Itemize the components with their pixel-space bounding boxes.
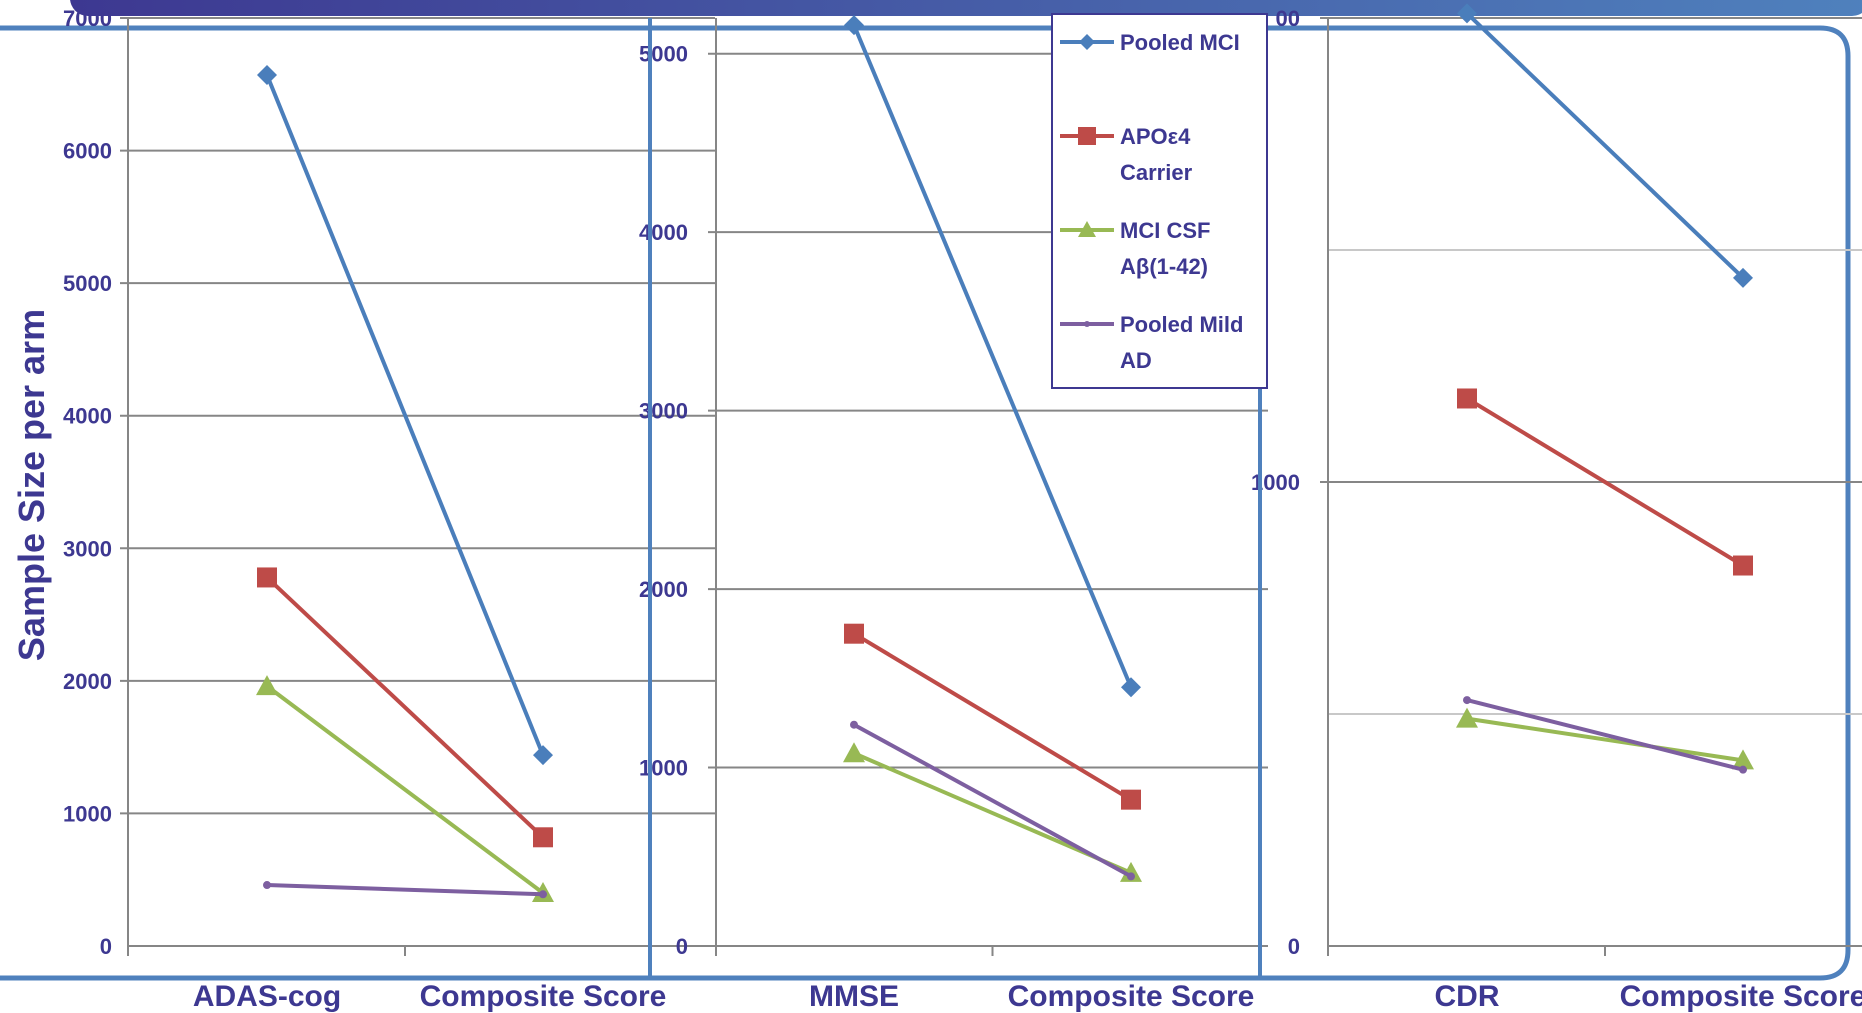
series-line-pooled_mci: [265, 74, 545, 756]
y-tick-label: 0: [676, 934, 688, 959]
y-tick-label: 4000: [639, 220, 688, 245]
data-point-diamond: [1121, 677, 1141, 698]
data-point-dot: [1127, 872, 1135, 881]
legend-marker-triangle: [1078, 221, 1096, 237]
legend-label: MCI CSF: [1120, 218, 1210, 243]
data-point-triangle: [1120, 861, 1142, 882]
legend-label: APOε4: [1120, 124, 1191, 149]
data-point-triangle: [843, 742, 865, 763]
y-tick-label: 5000: [639, 42, 688, 67]
legend-label: Carrier: [1120, 160, 1193, 185]
data-point-diamond: [1733, 267, 1753, 288]
x-category-label: ADAS-cog: [193, 980, 341, 1013]
y-tick-label: 1000: [63, 801, 112, 826]
legend-label: Pooled MCI: [1120, 30, 1240, 55]
y-tick-label: 2000: [63, 669, 112, 694]
y-tick-label: 0: [100, 934, 112, 959]
y-tick-label: 6000: [63, 139, 112, 164]
legend-marker-diamond: [1079, 34, 1095, 50]
x-category-label: Composite Score: [1008, 980, 1255, 1013]
data-point-square: [1121, 789, 1141, 810]
y-tick-label: 7000: [63, 6, 112, 31]
data-point-dot: [1739, 765, 1747, 774]
series-line-apoe4_carrier: [265, 575, 545, 839]
data-point-dot: [539, 890, 547, 899]
y-tick-label: 0: [1288, 934, 1300, 959]
x-category-label: MMSE: [809, 980, 899, 1013]
series-line-pooled_mci: [1465, 11, 1745, 280]
series-line-pooled_mild_ad: [1466, 698, 1744, 772]
slide-frame: [0, 25, 1851, 981]
series-line-mci_csf: [265, 684, 545, 895]
series-line-pooled_mild_ad: [853, 722, 1132, 879]
series-line-mci_csf: [1466, 716, 1744, 763]
x-category-label: CDR: [1435, 980, 1500, 1013]
legend: Pooled MCI APOε4 Carrier MCI CSF Aβ(1-42) Poo…: [1051, 13, 1268, 389]
data-point-square: [257, 567, 277, 588]
data-point-triangle: [256, 675, 278, 696]
series-line-apoe4_carrier: [1465, 396, 1745, 568]
data-point-diamond: [257, 65, 277, 86]
series-line-pooled_mild_ad: [266, 883, 544, 897]
data-point-dot: [1463, 696, 1471, 705]
legend-label: AD: [1120, 348, 1152, 373]
data-point-square: [844, 623, 864, 644]
y-tick-label: 2000: [639, 577, 688, 602]
data-point-diamond: [1457, 3, 1477, 24]
data-point-diamond: [533, 745, 553, 766]
data-point-dot: [263, 881, 271, 890]
y-tick-label: 3000: [639, 399, 688, 424]
legend-marker-square: [1078, 127, 1096, 145]
x-category-label: Composite Score: [420, 980, 667, 1013]
data-point-diamond: [844, 15, 864, 36]
y-tick-label: 1000: [639, 756, 688, 781]
series-line-apoe4_carrier: [852, 631, 1133, 802]
y-tick-label: 5000: [63, 271, 112, 296]
top-banner: [70, 0, 1862, 16]
legend-marker-dot: [1084, 321, 1090, 327]
data-point-triangle: [1456, 707, 1478, 728]
legend-label: Aβ(1-42): [1120, 254, 1208, 279]
series-line-pooled_mci: [852, 24, 1133, 689]
y-tick-label: 00: [1276, 6, 1300, 31]
data-point-triangle: [1732, 749, 1754, 770]
y-tick-label: 4000: [63, 404, 112, 429]
data-point-dot: [850, 720, 858, 729]
y-axis-label: Sample Size per arm: [11, 309, 52, 661]
legend-label: Pooled Mild: [1120, 312, 1243, 337]
data-point-square: [1733, 555, 1753, 576]
data-point-square: [1457, 388, 1477, 409]
y-tick-label: 3000: [63, 536, 112, 561]
data-point-square: [533, 827, 553, 848]
x-category-label: Composite Score: [1620, 980, 1862, 1013]
